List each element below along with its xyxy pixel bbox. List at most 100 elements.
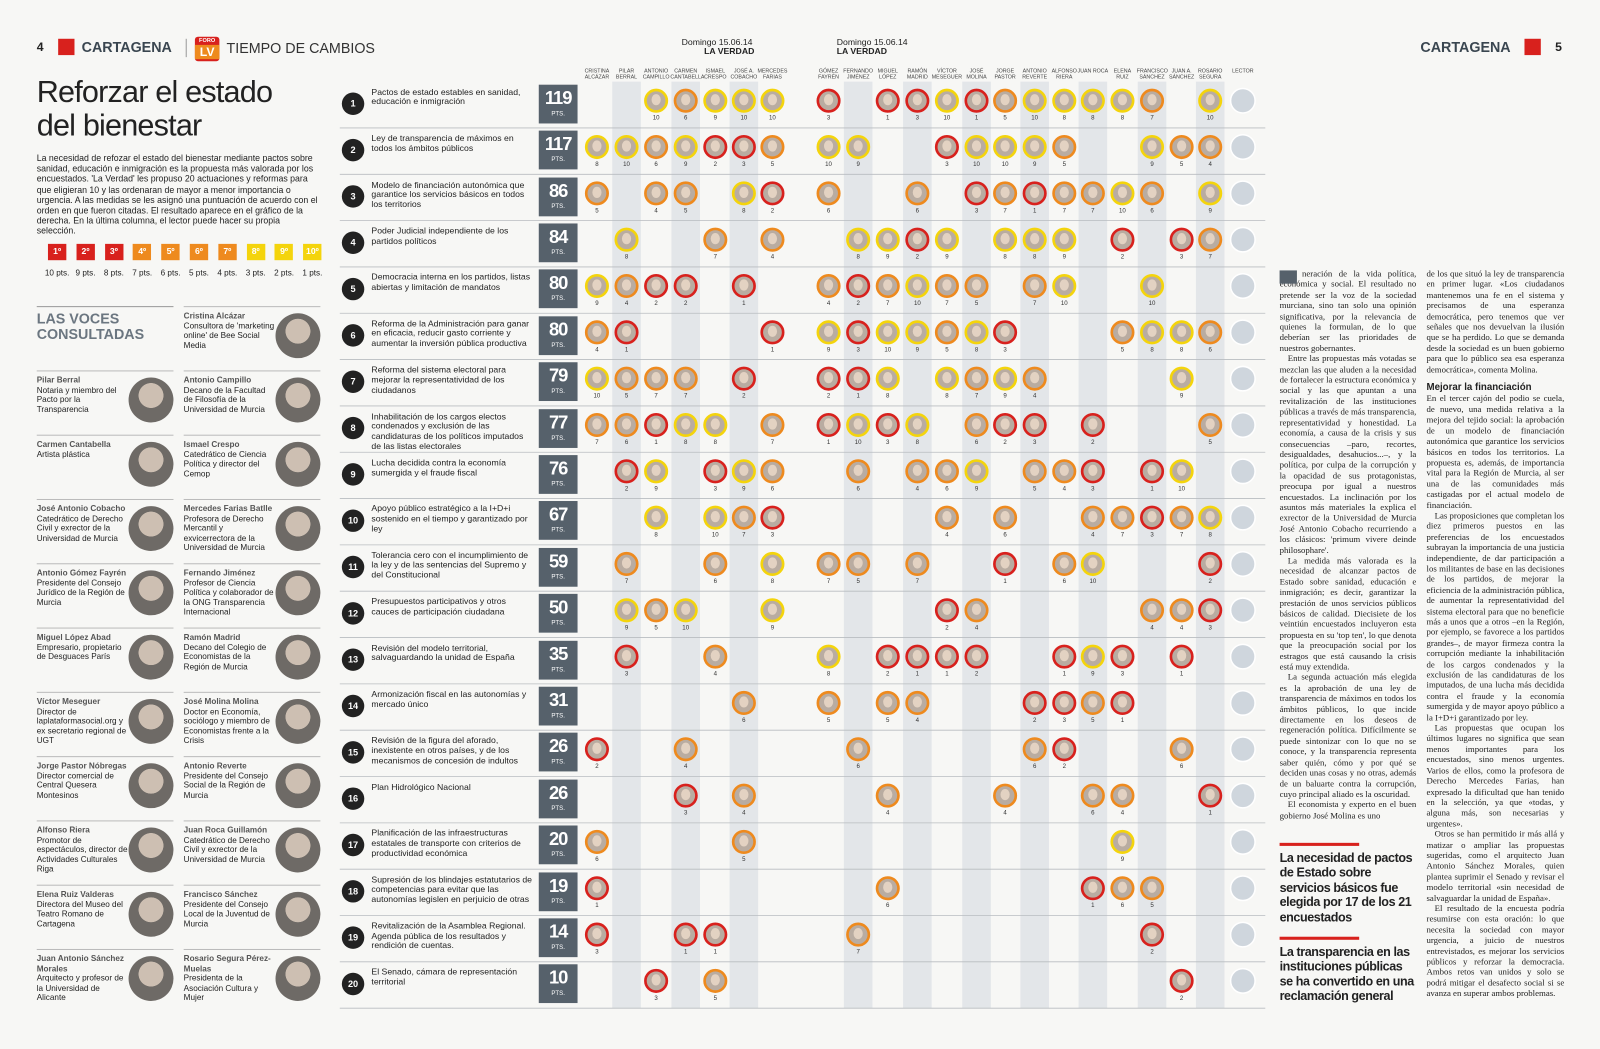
portrait-face [853, 557, 863, 569]
column-header: GÓMEZ FAYRÉN [818, 68, 839, 81]
article-paragraph: El resultado de la encuesta podría resum… [1426, 903, 1565, 999]
portrait-face [1000, 418, 1010, 430]
portrait-face [1177, 974, 1187, 986]
vote-rank: 3 [1180, 254, 1184, 261]
lector-slot [1229, 643, 1256, 670]
vote-rank: 9 [771, 624, 775, 631]
vote-rank: 2 [856, 300, 860, 307]
portrait-face [621, 649, 632, 662]
article-paragraph: Las proposiciones que completan los diez… [1426, 510, 1565, 723]
row-number-badge [341, 231, 365, 254]
proposal-title: Reforma de la Administración para ganar … [371, 318, 530, 349]
paper-right: LA VERDAD [836, 45, 888, 57]
vote-rank: 5 [1150, 902, 1154, 909]
portrait-face [1000, 325, 1010, 337]
vote-rank: 1 [975, 115, 979, 122]
portrait-face [710, 511, 720, 523]
vote-rank: 5 [975, 300, 979, 307]
points-box: 119 PTS. [538, 84, 578, 124]
voice-bio: Catedrático de Ciencia Política y direct… [183, 449, 267, 479]
portrait-face [681, 742, 691, 754]
vote-rank: 4 [945, 532, 949, 539]
portrait-face [1177, 603, 1187, 615]
vote-rank: 5 [1180, 161, 1184, 168]
portrait-face [971, 186, 982, 198]
points-box: 67 PTS. [538, 501, 578, 541]
portrait-face [651, 974, 661, 986]
portrait-face [1030, 279, 1040, 291]
legend-swatch: 10º [303, 243, 322, 261]
vote-rank: 6 [1180, 763, 1184, 770]
portrait-face [971, 649, 982, 662]
vote-rank: 8 [684, 439, 688, 446]
portrait-face [681, 418, 691, 430]
vote-rank: 8 [1003, 254, 1007, 261]
row-number: 11 [348, 562, 358, 572]
portrait-face [1117, 511, 1128, 523]
column-header: ELENA RUIZ [1113, 68, 1132, 81]
row-number-badge [341, 972, 365, 996]
portrait-face [739, 94, 749, 106]
vote-rank: 4 [625, 300, 629, 307]
portrait-face [912, 94, 922, 106]
vote-rank: 2 [742, 393, 746, 400]
portrait-face [1000, 788, 1010, 801]
legend-points: 3 pts. [245, 268, 266, 278]
lector-slot [1229, 689, 1256, 716]
vote-rank: 1 [1208, 810, 1212, 817]
vote-rank: 8 [1063, 115, 1067, 122]
points-value: 79 [548, 365, 568, 386]
portrait-face [853, 742, 863, 754]
portrait-face [767, 233, 778, 245]
series-title: TIEMPO DE CAMBIOS [226, 39, 375, 57]
vote-rank: 8 [1091, 115, 1095, 122]
portrait-face [739, 788, 749, 801]
voice-name: Fernando Jiménez [183, 568, 256, 578]
vote-rank: 2 [684, 300, 688, 307]
vote-rank: 8 [595, 161, 599, 168]
article-paragraph: En el tercer cajón del podio se cuela, d… [1426, 393, 1565, 510]
vote-rank: 1 [1033, 207, 1037, 214]
row-number: 16 [348, 794, 358, 804]
lector-slot [1229, 134, 1256, 161]
voice-bio: Profesor de Ciencia Política y colaborad… [183, 578, 274, 617]
voice-rule [183, 884, 321, 886]
portrait-face [739, 696, 749, 708]
portrait-face [942, 511, 952, 523]
portrait-face [823, 557, 834, 569]
portrait-face [1059, 557, 1069, 569]
portrait-face [912, 557, 922, 569]
legend-points: 1 pts. [302, 268, 323, 278]
portrait-face [971, 325, 982, 337]
portrait-face [823, 372, 834, 384]
vote-rank: 6 [916, 207, 920, 214]
vote-rank: 8 [1150, 346, 1154, 353]
proposal-title: Revisión del modelo territorial, salvagu… [371, 642, 515, 663]
portrait-face [1147, 279, 1157, 291]
portrait-face [1117, 696, 1128, 708]
column-header: MIGUEL LÓPEZ [877, 68, 898, 81]
vote-rank: 4 [1180, 624, 1184, 631]
portrait-face [1177, 649, 1187, 662]
portrait-face [1059, 186, 1069, 198]
vote-rank: 10 [1149, 300, 1156, 307]
proposal-title: Supresión de los blindajes estatutarios … [371, 873, 532, 905]
voice: Antonio Campillo Decano de la Facultad de… [184, 376, 276, 415]
voice-name: Juan Roca Guillamón [183, 825, 268, 835]
legend-position: 2º [81, 245, 90, 257]
portrait-face [1147, 927, 1157, 940]
portrait-face [621, 233, 632, 245]
vote-rank: 8 [1208, 532, 1212, 539]
voice-rule [36, 563, 174, 565]
voice-photo [275, 634, 321, 680]
voice-name: Carmen Cantabella [36, 439, 111, 449]
vote-rank: 10 [825, 161, 832, 168]
portrait-face [942, 603, 952, 615]
vote-rank: 9 [1150, 161, 1154, 168]
voice-bio: Decano del Colegio de Economistas de la … [183, 642, 267, 672]
portrait-face [971, 372, 982, 384]
row-number: 12 [348, 608, 358, 618]
proposal-title: Lucha decidida contra la economía sumerg… [371, 457, 506, 478]
vote-rank: 6 [714, 578, 718, 585]
